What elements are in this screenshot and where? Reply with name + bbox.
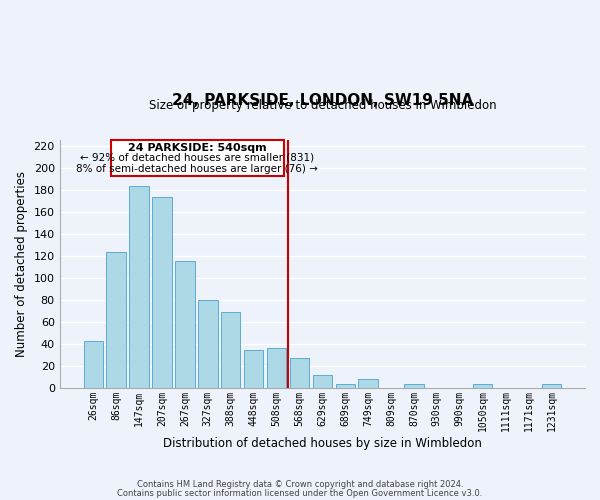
Text: Contains public sector information licensed under the Open Government Licence v3: Contains public sector information licen… xyxy=(118,488,482,498)
Text: Contains HM Land Registry data © Crown copyright and database right 2024.: Contains HM Land Registry data © Crown c… xyxy=(137,480,463,489)
Bar xyxy=(473,384,493,388)
Bar xyxy=(313,376,332,388)
Title: Size of property relative to detached houses in Wimbledon: Size of property relative to detached ho… xyxy=(149,100,496,112)
Text: 24, PARKSIDE, LONDON, SW19 5NA: 24, PARKSIDE, LONDON, SW19 5NA xyxy=(172,93,473,108)
Text: ← 92% of detached houses are smaller (831): ← 92% of detached houses are smaller (83… xyxy=(80,152,314,162)
Bar xyxy=(290,358,309,388)
Bar xyxy=(335,384,355,388)
Bar xyxy=(404,384,424,388)
X-axis label: Distribution of detached houses by size in Wimbledon: Distribution of detached houses by size … xyxy=(163,437,482,450)
FancyBboxPatch shape xyxy=(111,140,284,176)
Text: 24 PARKSIDE: 540sqm: 24 PARKSIDE: 540sqm xyxy=(128,142,266,152)
Y-axis label: Number of detached properties: Number of detached properties xyxy=(15,171,28,357)
Bar xyxy=(175,261,194,388)
Bar xyxy=(106,252,126,388)
Bar xyxy=(542,384,561,388)
Bar xyxy=(83,342,103,388)
Text: 8% of semi-detached houses are larger (76) →: 8% of semi-detached houses are larger (7… xyxy=(76,164,318,173)
Bar xyxy=(267,348,286,388)
Bar xyxy=(152,197,172,388)
Bar xyxy=(244,350,263,388)
Bar xyxy=(198,300,218,388)
Bar xyxy=(221,312,241,388)
Bar xyxy=(358,378,378,388)
Bar xyxy=(130,186,149,388)
